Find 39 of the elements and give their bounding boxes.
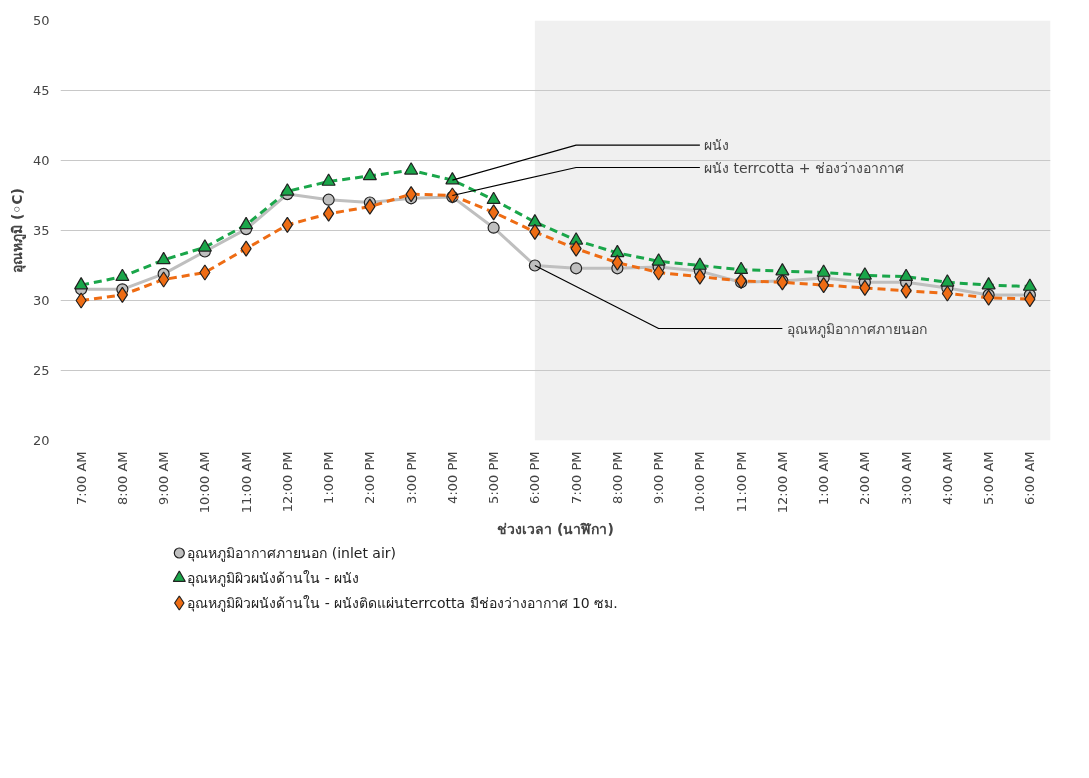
x-tick-label: 2:00 AM bbox=[857, 451, 873, 505]
x-tick-label: 10:00 AM bbox=[197, 451, 213, 514]
x-tick-label: 12:00 AM bbox=[774, 451, 790, 514]
x-tick-label: 6:00 PM bbox=[527, 451, 543, 504]
x-tick-label: 3:00 AM bbox=[898, 451, 914, 505]
legend-label: อุณหภูมิผิวผนังด้านใน - ผนัง bbox=[187, 570, 360, 587]
annotation: ผนัง bbox=[704, 137, 729, 154]
legend-label: อุณหภูมิอากาศภายนอก (inlet air) bbox=[187, 545, 397, 562]
x-tick-label: 5:00 AM bbox=[981, 451, 997, 505]
y-tick-label: 50 bbox=[32, 13, 50, 28]
x-tick-label: 2:00 PM bbox=[362, 451, 378, 504]
y-axis-title: อุณหภูมิ (◦C) bbox=[8, 188, 26, 273]
x-tick-label: 11:00 PM bbox=[733, 451, 749, 513]
x-tick-label: 11:00 AM bbox=[238, 451, 254, 514]
y-tick-label: 35 bbox=[32, 223, 50, 238]
x-tick-label: 8:00 AM bbox=[114, 451, 130, 505]
legend-label: อุณหภูมิผิวผนังด้านใน - ผนังติดแผ่นterrcotta มีช่องว่างอากาศ 10 ซม. bbox=[187, 595, 618, 612]
x-tick-label: 7:00 AM bbox=[73, 451, 89, 505]
y-tick-label: 30 bbox=[32, 293, 50, 308]
y-tick-label: 45 bbox=[32, 83, 50, 98]
x-tick-label: 4:00 AM bbox=[939, 451, 955, 505]
x-tick-label: 8:00 PM bbox=[609, 451, 625, 504]
x-tick-label: 7:00 PM bbox=[568, 451, 584, 504]
x-tick-label: 3:00 PM bbox=[403, 451, 419, 504]
x-tick-label: 4:00 PM bbox=[444, 451, 460, 504]
x-tick-label: 1:00 PM bbox=[321, 451, 337, 504]
y-tick-label: 40 bbox=[32, 153, 50, 168]
x-tick-label: 10:00 PM bbox=[692, 451, 708, 513]
y-tick-label: 25 bbox=[32, 363, 50, 378]
x-tick-label: 12:00 PM bbox=[279, 451, 295, 513]
x-tick-label: 6:00 AM bbox=[1022, 451, 1038, 505]
x-tick-label: 1:00 AM bbox=[816, 451, 832, 505]
x-tick-label: 9:00 PM bbox=[651, 451, 667, 504]
y-tick-label: 20 bbox=[32, 433, 50, 448]
x-tick-label: 5:00 PM bbox=[486, 451, 502, 504]
x-axis-title: ช่วงเวลา (นาฬิกา) bbox=[497, 521, 614, 538]
x-tick-label: 9:00 AM bbox=[156, 451, 172, 505]
annotation: ผนัง terrcotta + ช่องว่างอากาศ bbox=[704, 159, 904, 176]
annotation: อุณหภูมิอากาศภายนอก bbox=[786, 320, 927, 338]
